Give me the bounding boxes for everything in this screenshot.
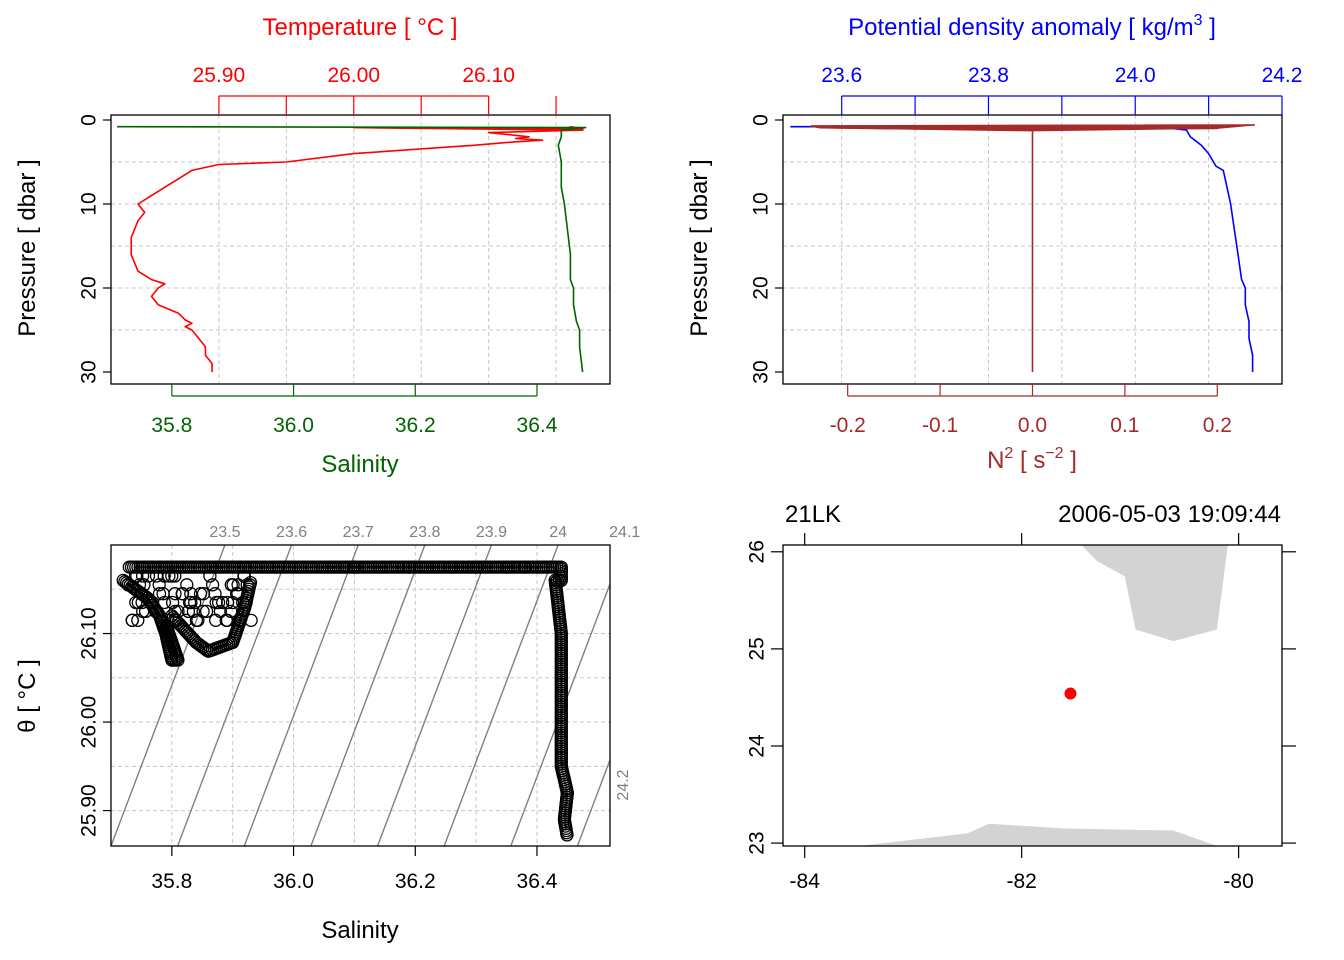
tick-label: -0.1 <box>922 414 958 437</box>
coastline <box>859 545 1228 846</box>
n2-surface-spike <box>811 125 1255 131</box>
pressure-axis: 0 10 20 30 <box>78 114 112 384</box>
tick-label: 20 <box>750 276 773 299</box>
series-salinity-line <box>117 127 586 372</box>
isopycnal-23.7 <box>244 545 358 846</box>
tick-label: 36.2 <box>395 414 436 437</box>
isopycnal-label: 23.8 <box>409 524 440 541</box>
tick-label: 36.0 <box>273 870 314 893</box>
isopycnal-24.2 <box>577 545 691 846</box>
data-point <box>167 597 179 609</box>
plot-frame <box>111 115 610 384</box>
tick-label: 26.00 <box>327 64 380 87</box>
isopycnal-label: 24 <box>549 524 567 541</box>
tick-label: 30 <box>78 360 101 383</box>
tick-label: 10 <box>78 192 101 215</box>
tick-label: 0.0 <box>1018 414 1047 437</box>
salinity-axis-label: Salinity <box>321 917 398 944</box>
tick-label: 0.1 <box>1110 414 1139 437</box>
station-marker <box>1064 688 1076 700</box>
pressure-axis: 0 10 20 30 <box>750 114 784 384</box>
tick-label: 0 <box>78 114 101 126</box>
isopycnal-label: 24.2 <box>615 769 632 800</box>
tick-label: 20 <box>78 276 101 299</box>
theta-axis-label: θ [ °C ] <box>14 659 41 733</box>
station-name: 21LK <box>785 501 841 528</box>
isopycnal-label: 23.7 <box>343 524 374 541</box>
cuba-landmass <box>859 824 1217 846</box>
tick-label: 10 <box>750 192 773 215</box>
tick-label: 26.10 <box>462 64 515 87</box>
series-potential-density-anomaly-line <box>790 127 1252 372</box>
salinity-axis: 35.8 36.0 36.2 36.4 <box>151 384 557 437</box>
pressure-axis-label: Pressure [ dbar ] <box>14 159 41 336</box>
tick-label: 0.2 <box>1203 414 1232 437</box>
tick-label: -80 <box>1223 870 1253 893</box>
tick-label: 24 <box>746 734 769 758</box>
salinity-axis-label: Salinity <box>321 451 398 478</box>
density-axis: 23.6 23.8 24.0 24.2 <box>821 64 1302 115</box>
density-axis-label: Potential density anomaly [ kg/m3 ] <box>848 12 1216 41</box>
tick-label: 26 <box>746 540 769 563</box>
salinity-axis: 35.8 36.0 36.2 36.4 <box>151 846 557 893</box>
tick-label: 36.0 <box>273 414 314 437</box>
tick-label: -82 <box>1006 870 1036 893</box>
pressure-axis-label: Pressure [ dbar ] <box>686 159 713 336</box>
panel-station-map: -84 -82 -80 23 24 25 26 21LK 2006-05-03 19:09… <box>746 501 1297 893</box>
scatter-points <box>117 561 573 841</box>
profile-lines <box>117 127 586 372</box>
tick-label: -84 <box>790 870 821 893</box>
tick-label: 36.4 <box>517 870 558 893</box>
figure: 0 10 20 30 25.90 26.00 26.10 35.8 36.0 36.2 36.4… <box>0 0 1344 960</box>
tick-label: -0.2 <box>830 414 866 437</box>
n2-axis: -0.2 -0.1 0.0 0.1 0.2 <box>830 384 1232 437</box>
tick-label: 24.2 <box>1262 64 1303 87</box>
station-marker-group <box>1064 688 1076 700</box>
tick-label: 36.4 <box>517 414 558 437</box>
series-temperature-line <box>131 127 583 372</box>
tick-label: 26.00 <box>78 696 101 749</box>
grid <box>111 115 610 384</box>
tick-label: 25.90 <box>78 784 101 837</box>
isopycnal-23.8 <box>311 545 425 846</box>
florida-landmass <box>1081 545 1228 641</box>
panel-density-n2: 0 10 20 30 23.6 23.8 24.0 24.2 -0.2 -0.1 0.0 0.1 0… <box>686 12 1302 474</box>
tick-label: 26.10 <box>78 607 101 660</box>
tick-label: 23.8 <box>968 64 1009 87</box>
tick-label: 23 <box>746 831 769 854</box>
temperature-axis-label: Temperature [ °C ] <box>263 14 458 41</box>
tick-label: 23.6 <box>821 64 862 87</box>
theta-axis: 25.90 26.00 26.10 <box>78 607 112 837</box>
isopycnal-label: 23.9 <box>476 524 507 541</box>
n2-axis-label: N2 [ s−2 ] <box>987 445 1077 474</box>
tick-label: 35.8 <box>151 414 192 437</box>
tick-label: 35.8 <box>151 870 192 893</box>
panel-ts-profile: 0 10 20 30 25.90 26.00 26.10 35.8 36.0 36.2 36.4… <box>14 14 610 478</box>
tick-label: 30 <box>750 360 773 383</box>
isopycnal-label: 23.5 <box>209 524 240 541</box>
isopycnal-24 <box>444 545 558 846</box>
tick-label: 25 <box>746 637 769 660</box>
isopycnal-label: 24.1 <box>609 524 640 541</box>
tick-label: 36.2 <box>395 870 436 893</box>
tick-label: 24.0 <box>1115 64 1156 87</box>
panel-ts-diagram: 23.5 23.6 23.7 23.8 23.9 24 24.124.2 35.8 36.0 3… <box>14 524 691 944</box>
station-datetime: 2006-05-03 19:09:44 <box>1058 501 1281 528</box>
tick-label: 0 <box>750 114 773 126</box>
isopycnal-label: 23.6 <box>276 524 307 541</box>
tick-label: 25.90 <box>193 64 246 87</box>
temperature-axis: 25.90 26.00 26.10 <box>193 64 556 115</box>
isopycnal-23.9 <box>378 545 492 846</box>
